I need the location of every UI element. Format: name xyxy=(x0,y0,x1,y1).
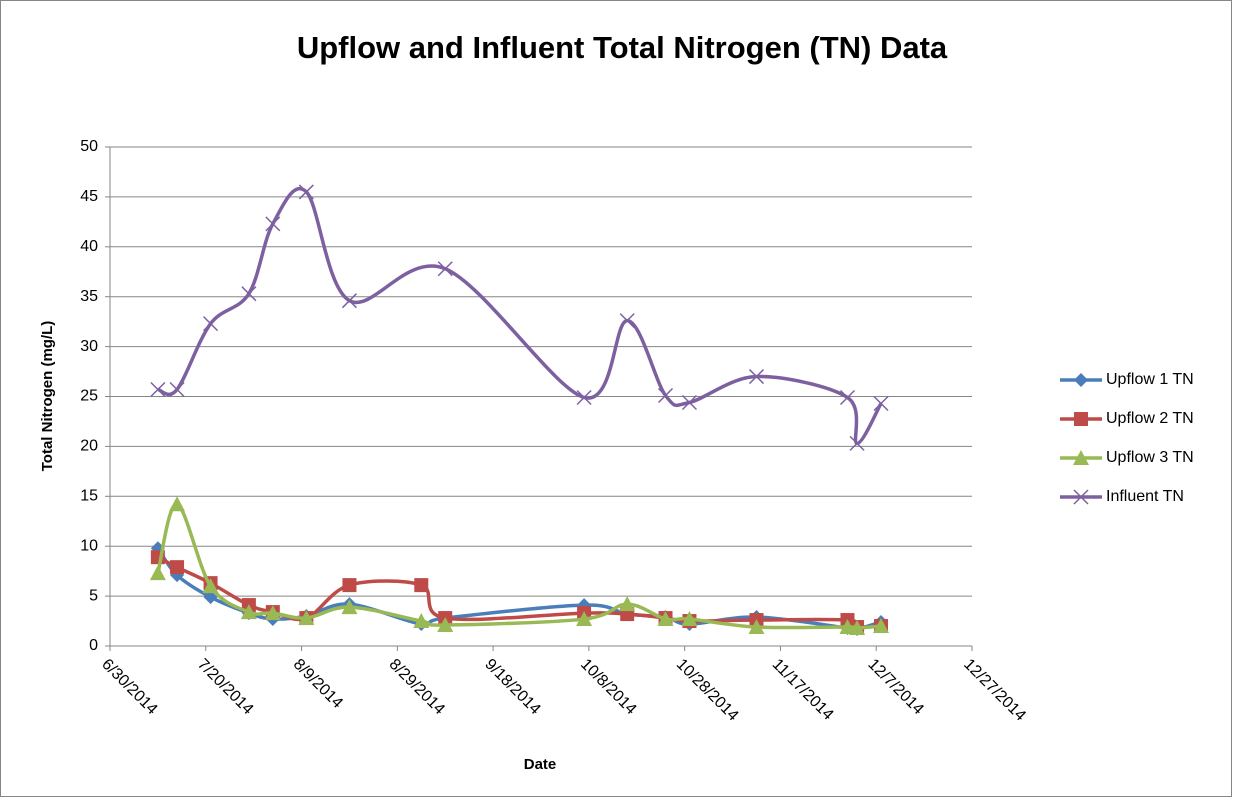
y-tick-label: 30 xyxy=(80,338,98,355)
legend-label: Upflow 2 TN xyxy=(1106,410,1194,427)
x-axis-title: Date xyxy=(524,756,557,773)
marker xyxy=(150,381,166,398)
marker xyxy=(149,565,166,581)
marker xyxy=(298,610,315,626)
legend-label: Influent TN xyxy=(1106,488,1184,505)
y-axis-title: Total Nitrogen (mg/L) xyxy=(39,321,56,472)
marker xyxy=(241,286,257,302)
marker xyxy=(202,578,219,594)
marker xyxy=(849,435,865,451)
marker xyxy=(437,617,454,633)
marker xyxy=(265,216,281,232)
marker xyxy=(657,611,674,627)
y-tick-label: 10 xyxy=(80,537,98,554)
y-tick-label: 25 xyxy=(80,388,98,405)
marker xyxy=(1074,412,1088,426)
marker xyxy=(341,293,357,309)
marker xyxy=(849,620,866,636)
marker xyxy=(298,184,314,200)
y-tick-label: 45 xyxy=(80,188,98,205)
marker xyxy=(657,387,674,404)
marker xyxy=(1073,489,1089,505)
marker xyxy=(681,394,697,411)
marker xyxy=(169,496,186,512)
marker xyxy=(413,613,430,629)
marker xyxy=(873,395,889,412)
chart-title: Upflow and Influent Total Nitrogen (TN) … xyxy=(297,30,948,65)
marker xyxy=(170,560,185,575)
marker xyxy=(203,590,218,605)
marker xyxy=(240,604,257,620)
y-tick-label: 0 xyxy=(89,637,98,654)
y-tick-label: 40 xyxy=(80,238,98,255)
marker xyxy=(681,611,698,627)
marker xyxy=(437,261,453,277)
y-tick-label: 35 xyxy=(80,288,98,305)
marker xyxy=(748,369,765,385)
marker xyxy=(342,578,357,593)
y-tick-label: 50 xyxy=(80,138,98,155)
marker xyxy=(619,596,636,612)
marker xyxy=(576,389,592,406)
marker xyxy=(1074,373,1088,387)
marker xyxy=(576,611,593,627)
marker xyxy=(203,316,219,332)
y-tick-label: 15 xyxy=(80,488,98,505)
marker xyxy=(1073,450,1089,465)
marker xyxy=(169,381,185,398)
marker xyxy=(839,389,856,406)
legend-label: Upflow 1 TN xyxy=(1106,371,1194,388)
marker xyxy=(873,618,890,634)
marker xyxy=(748,619,765,635)
marker xyxy=(414,578,429,593)
y-tick-label: 20 xyxy=(80,438,98,455)
marker xyxy=(839,619,856,635)
legend-label: Upflow 3 TN xyxy=(1106,449,1194,466)
marker xyxy=(264,605,281,621)
marker xyxy=(619,313,635,329)
marker xyxy=(341,599,358,615)
y-tick-label: 5 xyxy=(89,587,98,604)
